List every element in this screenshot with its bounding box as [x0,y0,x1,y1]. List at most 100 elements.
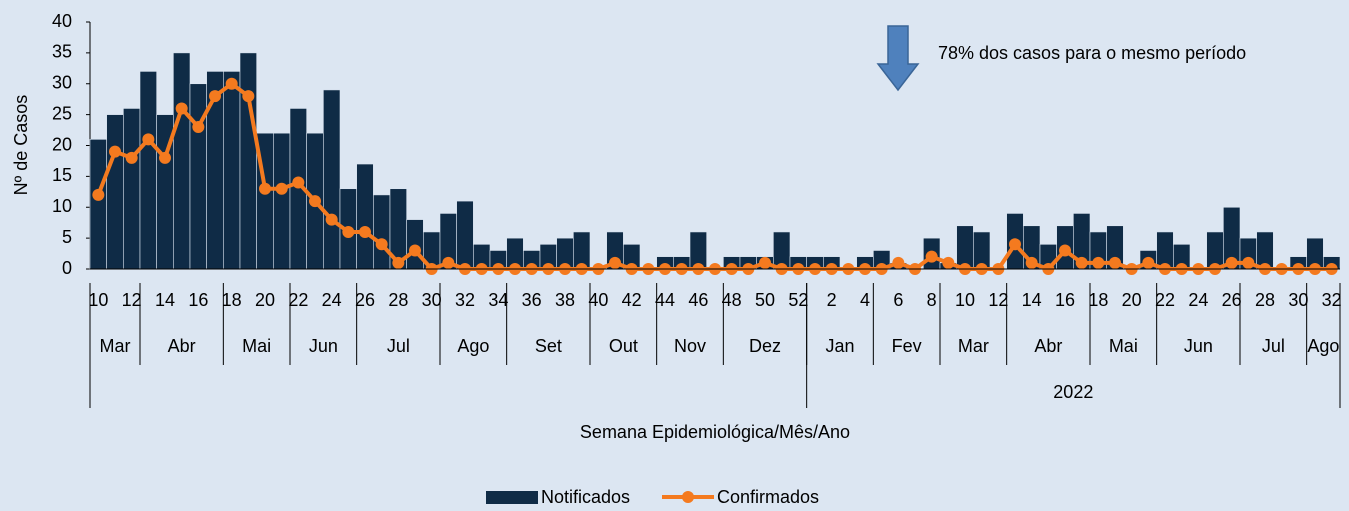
y-tick-label: 30 [52,73,72,93]
y-tick-label: 5 [62,227,72,247]
y-tick-label: 25 [52,103,72,123]
arrow-icon [876,25,920,92]
line-marker [392,256,405,269]
line-marker [375,238,388,251]
x-tick-label: 28 [388,290,408,310]
month-label: Abr [168,336,196,356]
line-marker [409,244,421,257]
x-tick-label: 4 [860,290,870,310]
x-tick-label: 34 [488,290,508,310]
bar [356,163,374,270]
legend-swatch [486,491,538,504]
bar [373,194,391,270]
line-marker [359,225,371,238]
x-tick-label: 6 [893,290,903,310]
x-tick-label: 16 [188,290,208,310]
month-label: Dez [749,336,781,356]
x-tick-label: 32 [1322,290,1342,310]
line-marker [1142,256,1155,269]
month-label: Ago [1307,336,1339,356]
y-tick-label: 40 [52,11,72,31]
legend-label: Notificados [541,487,630,507]
y-tick-label: 10 [52,196,72,216]
x-tick-label: 8 [927,290,937,310]
legend-swatch [682,491,694,503]
x-tick-label: 32 [455,290,475,310]
month-label: Abr [1034,336,1062,356]
line-marker [1225,256,1238,269]
x-tick-label: 50 [755,290,775,310]
x-tick-label: 26 [1222,290,1242,310]
x-tick-label: 26 [355,290,375,310]
x-tick-label: 22 [1155,290,1175,310]
line-marker [325,213,338,226]
x-tick-label: 18 [1088,290,1108,310]
y-axis-title: Nº de Casos [11,95,31,196]
x-tick-label: 24 [1188,290,1208,310]
x-tick-label: 16 [1055,290,1075,310]
line-marker [159,151,171,164]
bar [406,219,424,270]
line-marker [942,256,955,269]
bar [273,132,291,270]
legend-label: Confirmados [717,487,819,507]
x-tick-label: 14 [155,290,175,310]
x-tick-label: 12 [122,290,142,310]
line-marker [292,176,305,189]
x-tick-label: 38 [555,290,575,310]
line-marker [1075,256,1088,269]
month-label: Fev [892,336,922,356]
x-tick-label: 30 [422,290,442,310]
bar [189,83,207,270]
line-marker [925,250,938,263]
line-marker [892,256,905,269]
y-tick-label: 15 [52,165,72,185]
line-marker [192,120,205,133]
bar [956,225,974,270]
bar [89,139,107,270]
line-marker [125,151,138,164]
month-label: Out [609,336,638,356]
month-label: Set [535,336,562,356]
bar [456,200,474,270]
month-label: Mai [1109,336,1138,356]
month-label: Nov [674,336,706,356]
bar [123,108,141,270]
bar [323,89,341,270]
x-tick-label: 2 [827,290,837,310]
bar [173,52,191,270]
month-label: Jun [1184,336,1213,356]
year-label: 2022 [1053,382,1093,402]
month-label: Mar [100,336,131,356]
line-marker [1009,238,1021,251]
line-marker [92,188,105,201]
x-tick-label: 22 [288,290,308,310]
y-tick-label: 20 [52,134,72,154]
month-label: Jul [1262,336,1285,356]
line-marker [609,256,621,269]
x-tick-label: 40 [588,290,608,310]
line-marker [1092,256,1105,269]
bar [139,71,157,270]
x-tick-label: 10 [955,290,975,310]
month-label: Jul [387,336,410,356]
line-marker [1025,256,1038,269]
x-tick-label: 20 [1122,290,1142,310]
line-marker [242,90,255,103]
y-tick-label: 35 [52,42,72,62]
x-tick-label: 28 [1255,290,1275,310]
x-axis-title: Semana Epidemiológica/Mês/Ano [580,422,850,442]
line-marker [309,195,321,208]
x-tick-label: 52 [788,290,808,310]
x-tick-label: 36 [522,290,542,310]
x-tick-label: 30 [1288,290,1308,310]
line-marker [109,145,121,158]
line-marker [1059,244,1071,257]
month-label: Ago [457,336,489,356]
line-marker [342,225,355,238]
line-marker [442,256,455,269]
x-tick-label: 24 [322,290,342,310]
month-label: Jun [309,336,338,356]
